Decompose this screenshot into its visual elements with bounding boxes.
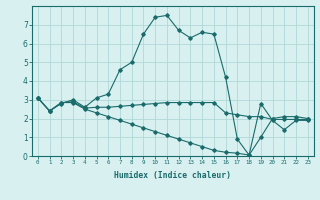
X-axis label: Humidex (Indice chaleur): Humidex (Indice chaleur) xyxy=(114,171,231,180)
